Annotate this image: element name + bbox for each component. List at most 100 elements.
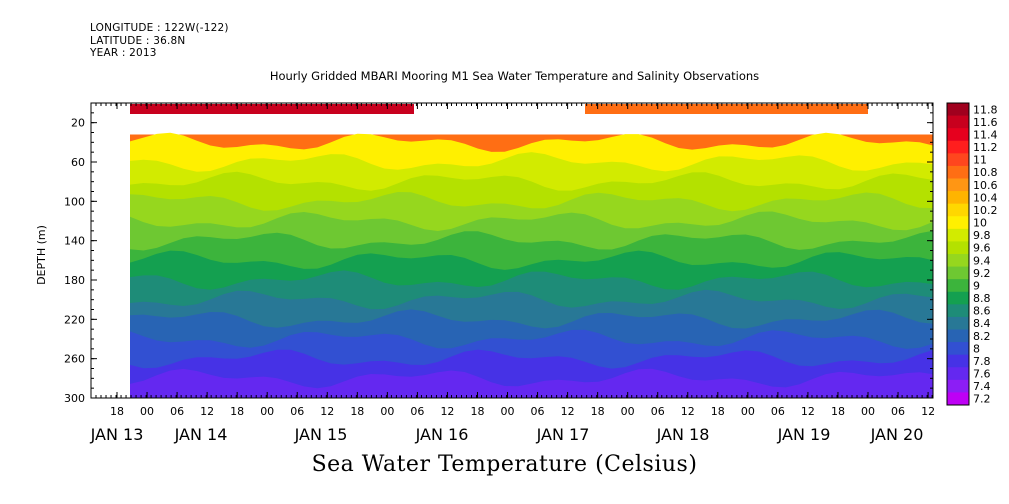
location-metadata: LONGITUDE : 122W(-122) LATITUDE : 36.8N … — [90, 22, 229, 60]
x-hour-label: 00 — [140, 405, 154, 418]
x-hour-label: 06 — [531, 405, 545, 418]
colorbar-label: 7.8 — [973, 355, 991, 368]
colorbar-label: 9.2 — [973, 267, 991, 280]
x-hour-label: 12 — [200, 405, 214, 418]
x-hour-label: 06 — [771, 405, 785, 418]
chart-title: Hourly Gridded MBARI Mooring M1 Sea Wate… — [269, 69, 760, 83]
y-axis-label: DEPTH (m) — [35, 225, 48, 285]
colorbar-label: 8.6 — [973, 305, 991, 318]
contour-band — [130, 368, 933, 398]
colorbar-swatch — [947, 228, 969, 242]
x-hour-label: 00 — [741, 405, 755, 418]
colorbar-label: 10 — [973, 217, 987, 230]
colorbar-swatch — [947, 115, 969, 129]
x-hour-label: 12 — [440, 405, 454, 418]
colorbar-swatch — [947, 254, 969, 268]
colorbar-label: 11.6 — [973, 116, 998, 129]
x-hour-label: 18 — [350, 405, 364, 418]
x-hour-label: 12 — [681, 405, 695, 418]
x-day-label: JAN 16 — [415, 425, 469, 444]
colorbar-swatch — [947, 216, 969, 230]
colorbar-swatch — [947, 329, 969, 343]
x-hour-label: 18 — [591, 405, 605, 418]
colorbar-swatch — [947, 128, 969, 142]
x-hour-label: 06 — [410, 405, 424, 418]
colorbar-label: 7.4 — [973, 380, 991, 393]
colorbar-label: 10.4 — [973, 191, 998, 204]
colorbar-label: 11.8 — [973, 103, 998, 116]
colorbar: 11.811.611.411.21110.810.610.410.2109.89… — [946, 102, 998, 406]
colorbar-swatch — [947, 103, 969, 117]
colorbar-swatch — [947, 153, 969, 167]
surface-band-right — [585, 104, 868, 114]
colorbar-swatch — [947, 178, 969, 192]
colorbar-swatch — [947, 266, 969, 280]
contour-fills — [130, 104, 933, 398]
y-tick-label: 300 — [64, 392, 85, 405]
x-day-label: JAN 15 — [294, 425, 348, 444]
latitude-label: LATITUDE : 36.8N — [90, 34, 186, 47]
x-day-label: JAN 13 — [90, 425, 144, 444]
x-hour-label: 18 — [470, 405, 484, 418]
colorbar-frame — [946, 102, 970, 406]
x-hour-label: 12 — [320, 405, 334, 418]
axes: 20 60 100 140 180 220 260 300 18 00 06 12 18 00 06 12 18… — [64, 102, 935, 444]
x-day-label: JAN 19 — [777, 425, 831, 444]
x-hour-label: 18 — [230, 405, 244, 418]
x-day-label: JAN 18 — [656, 425, 710, 444]
x-hour-label: 06 — [290, 405, 304, 418]
colorbar-label: 10.6 — [973, 179, 998, 192]
surface-band-left — [130, 104, 414, 114]
colorbar-label: 8.2 — [973, 330, 991, 343]
colorbar-label: 8.8 — [973, 292, 991, 305]
colorbar-swatch — [947, 165, 969, 179]
x-hour-label: 00 — [501, 405, 515, 418]
colorbar-swatch — [947, 203, 969, 217]
colorbar-swatch — [947, 342, 969, 356]
x-day-label: JAN 17 — [536, 425, 590, 444]
colorbar-label: 11.2 — [973, 141, 998, 154]
colorbar-label: 9.4 — [973, 254, 991, 267]
x-day-label: JAN 20 — [870, 425, 924, 444]
x-hour-label: 00 — [380, 405, 394, 418]
colorbar-label: 7.2 — [973, 393, 991, 406]
y-tick-label: 20 — [71, 117, 85, 130]
y-tick-label: 220 — [64, 313, 85, 326]
y-tick-label: 60 — [71, 156, 85, 169]
colorbar-swatch — [947, 316, 969, 330]
x-hour-label: 12 — [801, 405, 815, 418]
x-hour-label: 06 — [891, 405, 905, 418]
x-hour-label: 06 — [651, 405, 665, 418]
y-tick-label: 140 — [64, 235, 85, 248]
y-tick-label: 180 — [64, 274, 85, 287]
colorbar-label: 8.4 — [973, 317, 991, 330]
longitude-label: LONGITUDE : 122W(-122) — [90, 22, 229, 34]
colorbar-label: 11.4 — [973, 128, 998, 141]
colorbar-swatch — [947, 304, 969, 318]
x-hour-label: 00 — [621, 405, 635, 418]
colorbar-swatch — [947, 191, 969, 205]
y-tick-label: 100 — [64, 195, 85, 208]
colorbar-swatch — [947, 291, 969, 305]
colorbar-swatch — [947, 379, 969, 393]
colorbar-label: 9.6 — [973, 242, 991, 255]
colorbar-label: 9.8 — [973, 229, 991, 242]
x-hour-label: 06 — [170, 405, 184, 418]
x-hour-label: 18 — [831, 405, 845, 418]
x-hour-label: 18 — [711, 405, 725, 418]
colorbar-swatch — [947, 140, 969, 154]
colorbar-label: 7.6 — [973, 368, 991, 381]
colorbar-swatch — [947, 241, 969, 255]
colorbar-swatch — [947, 367, 969, 381]
x-hour-label: 00 — [861, 405, 875, 418]
x-day-label: JAN 14 — [174, 425, 228, 444]
colorbar-label: 10.8 — [973, 166, 998, 179]
colorbar-label: 10.2 — [973, 204, 998, 217]
variable-label: Sea Water Temperature (Celsius) — [311, 452, 698, 477]
colorbar-label: 9 — [973, 279, 980, 292]
colorbar-label: 8 — [973, 342, 980, 355]
colorbar-label: 11 — [973, 154, 987, 167]
x-hour-label: 18 — [110, 405, 124, 418]
x-hour-label: 12 — [921, 405, 935, 418]
